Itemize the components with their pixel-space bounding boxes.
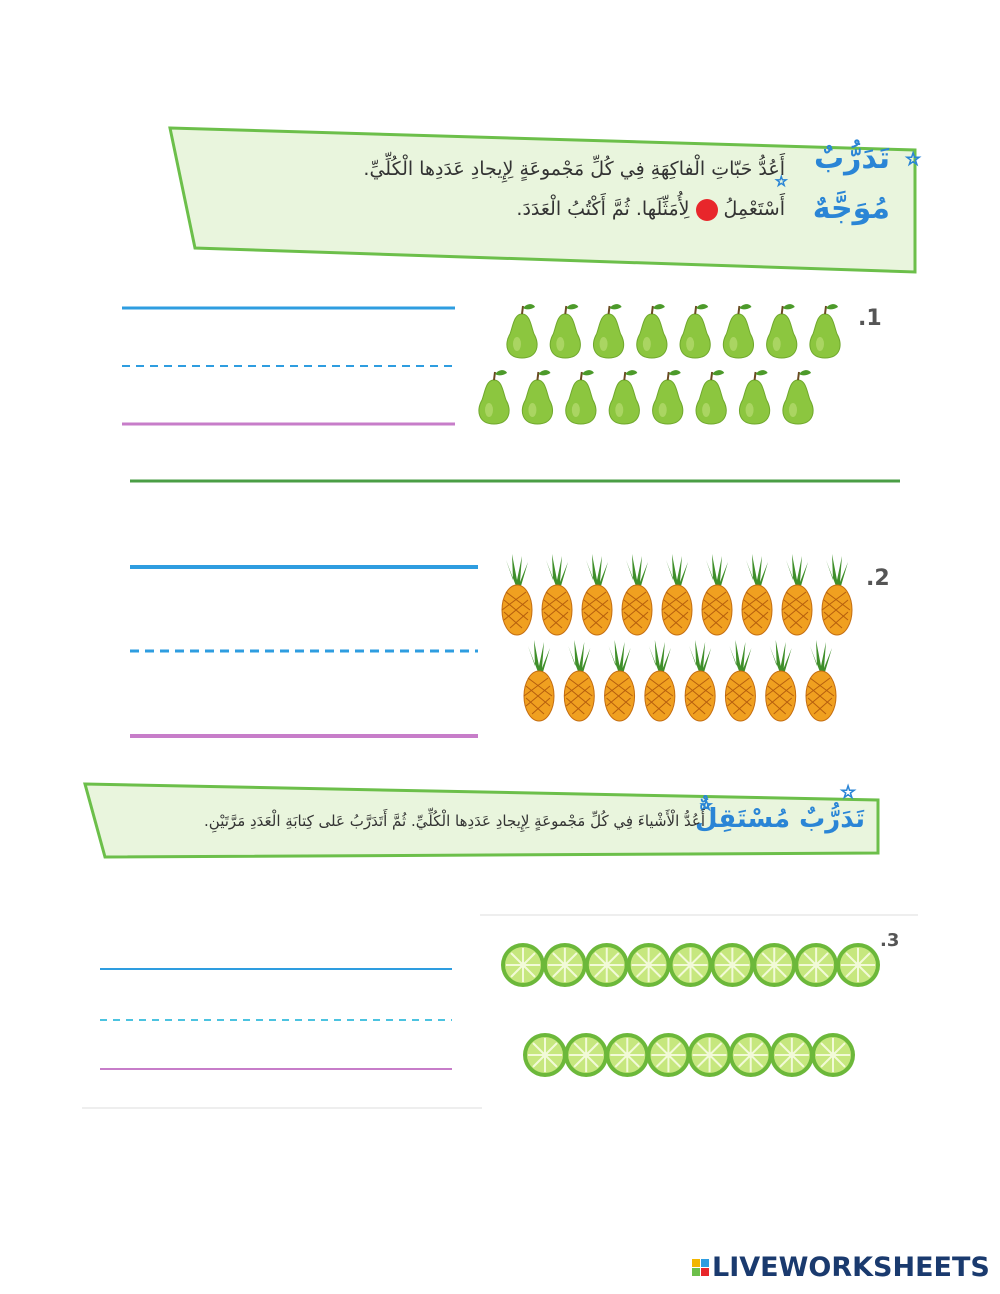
- logo-text: LIVEWORKSHEETS: [712, 1252, 990, 1283]
- pineapple-icon: [684, 639, 716, 722]
- pear-icon: [521, 369, 554, 425]
- star-icon: ☆: [775, 174, 788, 190]
- pineapple-icon: [765, 639, 797, 722]
- pineapple-icon: [501, 553, 533, 636]
- lime-icon: [625, 942, 672, 988]
- header-box: [168, 126, 917, 274]
- pear-icon: [765, 303, 798, 359]
- star-icon: ☆: [840, 782, 856, 803]
- section-title: تَدَرُّبٌ مُسْتَقِلٌّ: [694, 804, 865, 834]
- pear-icon: [635, 303, 668, 359]
- lime-icon: [768, 1032, 815, 1078]
- lime-icon: [541, 942, 588, 988]
- pear-icon: [549, 303, 582, 359]
- pineapple-icon: [741, 553, 773, 636]
- pineapple-icon: [781, 553, 813, 636]
- lime-icon: [810, 1032, 856, 1078]
- lime-icon: [727, 1032, 774, 1078]
- lime-icon: [751, 942, 798, 988]
- header-title: مُوَجَّهٌ: [812, 191, 890, 226]
- pear-icon: [722, 303, 755, 359]
- answer-lines: [100, 968, 452, 1070]
- pineapple-icon: [724, 639, 756, 722]
- pear-icon: [679, 303, 712, 359]
- pear-icon: [651, 369, 684, 425]
- item-number: .2: [866, 566, 890, 591]
- pineapple-icon: [821, 553, 853, 636]
- pear-icon: [477, 369, 511, 425]
- answer-lines: [130, 565, 478, 738]
- instruction: أَسْتَعْمِلُ لِأُمَثِّلَها. ثُمَّ أَكْتُب…: [516, 198, 785, 221]
- pear-icon: [564, 369, 597, 425]
- lime-icon: [835, 942, 881, 988]
- item-number: .3: [880, 930, 900, 951]
- lime-icon: [667, 942, 714, 988]
- star-icon: ☆: [905, 149, 921, 170]
- lime-icon: [522, 1032, 568, 1078]
- pear-icon: [781, 369, 815, 425]
- pineapple-icon: [541, 553, 573, 636]
- pineapple-icon: [701, 553, 733, 636]
- pear-icon: [592, 303, 625, 359]
- pear-icon: [608, 369, 641, 425]
- section-box: [83, 782, 880, 859]
- pineapple-icon: [661, 553, 693, 636]
- pear-icon: [738, 369, 771, 425]
- instruction-text: أَسْتَعْمِلُ: [723, 198, 785, 220]
- pear-icon: [695, 369, 728, 425]
- star-icon: ☆: [700, 798, 713, 814]
- pineapple-icon: [644, 639, 676, 722]
- pear-icon: [505, 303, 539, 359]
- pineapple-icon: [581, 553, 613, 636]
- instruction: أَعُدُّ الْأَشْياءَ فِي كُلِّ مَجْموعَةٍ…: [204, 812, 705, 830]
- lime-icon: [709, 942, 756, 988]
- lime-icon: [563, 1032, 610, 1078]
- pineapple-icon: [621, 553, 653, 636]
- answer-lines: [122, 306, 455, 426]
- lime-icon: [686, 1032, 733, 1078]
- lime-icon: [793, 942, 840, 988]
- item-number: .1: [858, 306, 882, 331]
- pineapple-icon: [563, 639, 595, 722]
- instruction: أَعُدُّ حَبّاتِ الْفاكِهَةِ فِي كُلِّ مَ…: [363, 158, 785, 180]
- lime-icon: [604, 1032, 651, 1078]
- pineapple-icon: [523, 639, 555, 722]
- pineapple-icon: [805, 639, 837, 722]
- pear-icon: [808, 303, 842, 359]
- lime-icon: [583, 942, 630, 988]
- lime-icon: [645, 1032, 692, 1078]
- header-title: تَدَرُّبٌ: [813, 141, 890, 176]
- logo-icon: [692, 1259, 709, 1276]
- instruction-text: لِأُمَثِّلَها. ثُمَّ أَكْتُبُ الْعَدَدَ.: [516, 198, 690, 220]
- red-counter: [695, 198, 718, 221]
- pineapple-icon: [604, 639, 636, 722]
- lime-icon: [500, 942, 546, 988]
